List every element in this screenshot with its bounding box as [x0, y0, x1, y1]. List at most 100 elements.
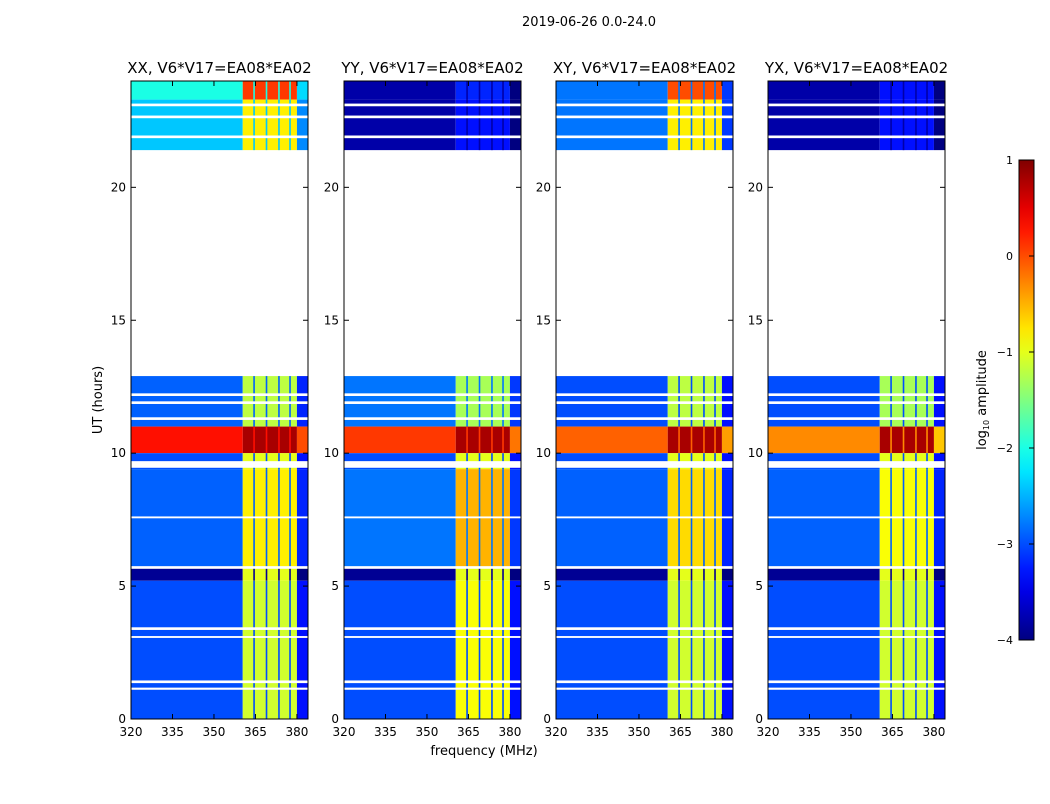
heatmap-cell-background — [131, 426, 243, 454]
heatmap-channel-line — [478, 567, 481, 581]
heatmap-channel-line — [491, 426, 493, 454]
heatmap-cell-background — [721, 426, 733, 454]
flagged-gap — [556, 461, 733, 468]
heatmap-channel-line — [703, 81, 705, 100]
heatmap-channel-line — [926, 567, 928, 581]
colorbar: 1 0 −1 −2 −3 −4 — [997, 154, 1035, 647]
panel-title: XY, V6*V17=EA08*EA02 — [553, 59, 736, 77]
y-tick-label: 20 — [536, 180, 551, 194]
x-tick-label: 365 — [244, 725, 267, 739]
y-tick-label: 0 — [331, 712, 339, 726]
flagged-gap — [344, 115, 521, 119]
heatmap-channel-line — [902, 81, 905, 100]
heatmap-channel-line — [890, 426, 892, 454]
heatmap-channel-line — [478, 426, 481, 454]
heatmap-channel-line — [915, 567, 917, 581]
panel-title: XX, V6*V17=EA08*EA02 — [127, 59, 311, 77]
heatmap-channel-line — [890, 580, 892, 719]
y-tick-label: 5 — [543, 579, 551, 593]
heatmap-cell-background — [933, 426, 945, 454]
heatmap-channel-line — [926, 81, 928, 100]
flagged-gap — [344, 687, 521, 690]
colorbar-bar — [1018, 159, 1035, 641]
heatmap-channel-line — [703, 567, 705, 581]
heatmap-channel-line — [502, 81, 504, 100]
heatmap-channel-line — [265, 580, 268, 719]
y-tick-label: 5 — [118, 579, 126, 593]
y-axis-label: UT (hours) — [91, 366, 106, 434]
x-tick-label: 380 — [710, 725, 733, 739]
colorbar-tick-label: −1 — [997, 346, 1013, 359]
heatmap-channel-line — [690, 426, 693, 454]
flagged-gap — [768, 393, 945, 397]
heatmap-cell-rfi-band — [455, 567, 510, 581]
y-tick-label: 5 — [755, 579, 763, 593]
flagged-gap — [768, 135, 945, 139]
heatmap-channel-line — [253, 99, 255, 151]
flagged-gap — [768, 687, 945, 690]
heatmap-channel-line — [502, 426, 504, 454]
heatmap-cell-rfi-band — [879, 99, 934, 151]
heatmap-channel-line — [703, 426, 705, 454]
heatmap-channel-line — [466, 99, 468, 151]
panels: XX, V6*V17=EA08*EA02 320 335 350 365 380 0 5 10 1… — [111, 59, 948, 739]
heatmap-channel-line — [678, 99, 680, 151]
x-tick-label: 335 — [586, 725, 609, 739]
flagged-gap — [344, 516, 521, 519]
heatmap-channel-line — [902, 580, 905, 719]
heatmap-cell-background — [933, 81, 945, 100]
heatmap-channel-line — [915, 426, 917, 454]
axes-frame — [130, 80, 309, 720]
y-tick-label: 5 — [331, 579, 339, 593]
heatmap-cell-background — [721, 99, 733, 151]
heatmap-channel-line — [678, 567, 680, 581]
y-tick-label: 10 — [324, 446, 339, 460]
heatmap-channel-line — [278, 426, 280, 454]
x-tick-label: 350 — [628, 725, 651, 739]
flagged-gap — [556, 566, 733, 569]
heatmap-cell-background — [768, 426, 880, 454]
heatmap-channel-line — [278, 99, 280, 151]
flagged-gap — [556, 680, 733, 684]
flagged-gap — [768, 627, 945, 630]
flagged-gap — [768, 516, 945, 519]
heatmap-channel-line — [690, 567, 693, 581]
heatmap-channel-line — [265, 81, 268, 100]
heatmap-cell-background — [344, 99, 456, 151]
flagged-gap — [131, 393, 308, 397]
colorbar-tick-label: −4 — [997, 634, 1013, 647]
heatmap-cell-rfi-band — [667, 99, 722, 151]
heatmap-channel-line — [890, 81, 892, 100]
heatmap-cell-background — [556, 580, 668, 719]
flagged-gap — [131, 627, 308, 630]
heatmap-cell-rfi-band — [667, 81, 722, 100]
heatmap-cell-background — [509, 81, 521, 100]
heatmap-cell-rfi-band — [455, 580, 510, 719]
x-tick-label: 365 — [669, 725, 692, 739]
heatmap-channel-line — [703, 580, 705, 719]
heatmap-cell-background — [721, 81, 733, 100]
x-tick-label: 320 — [120, 725, 143, 739]
heatmap-channel-line — [678, 580, 680, 719]
heatmap-channel-line — [915, 81, 917, 100]
heatmap-cell-rfi-band — [879, 426, 934, 454]
x-tick-label: 335 — [161, 725, 184, 739]
heatmap-cell-background — [556, 567, 668, 581]
heatmap-channel-line — [289, 567, 291, 581]
flagged-gap — [131, 135, 308, 139]
flagged-gap — [344, 627, 521, 630]
heatmap-channel-line — [491, 81, 493, 100]
colorbar-tick-label: −2 — [997, 442, 1013, 455]
flagged-gap — [131, 680, 308, 684]
heatmap-channel-line — [289, 580, 291, 719]
heatmap-cell-background — [768, 81, 880, 100]
heatmap-cell-background — [509, 426, 521, 454]
heatmap-channel-line — [714, 426, 716, 454]
heatmap-cell-rfi-band — [879, 580, 934, 719]
y-tick-label: 10 — [111, 446, 126, 460]
flagged-gap — [344, 393, 521, 397]
heatmap-channel-line — [289, 99, 291, 151]
x-tick-label: 350 — [416, 725, 439, 739]
flagged-gap — [768, 680, 945, 684]
